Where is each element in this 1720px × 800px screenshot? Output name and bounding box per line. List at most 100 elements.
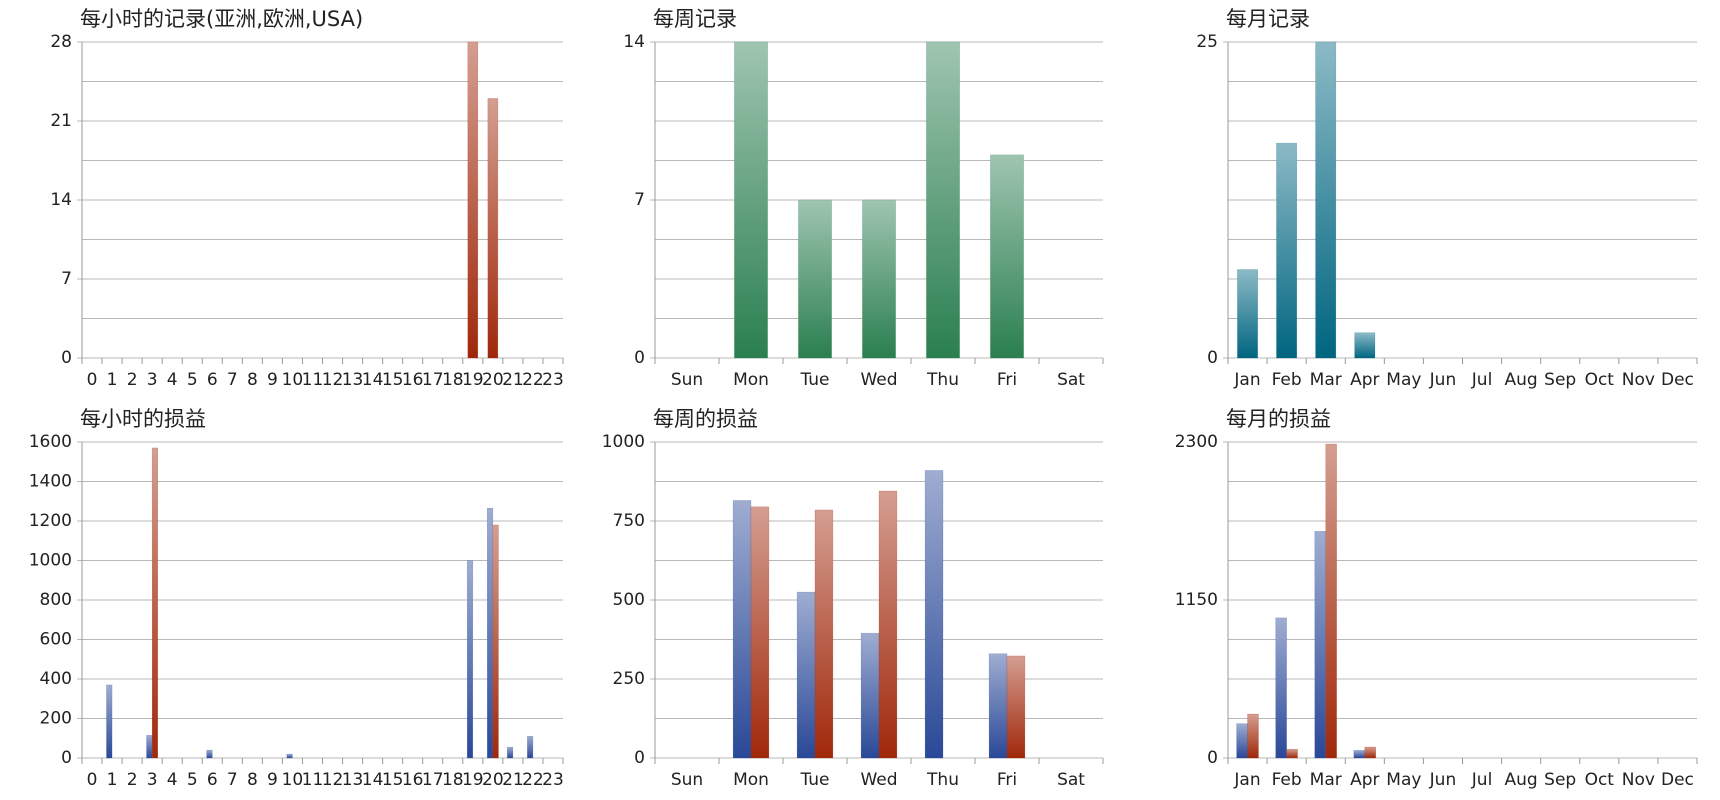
bar bbox=[146, 735, 153, 759]
bar bbox=[988, 653, 1008, 759]
bar bbox=[1236, 723, 1248, 759]
bar bbox=[1275, 617, 1287, 759]
y-tick-label: 0 bbox=[1207, 748, 1218, 768]
x-tick-label: Wed bbox=[860, 770, 897, 790]
x-tick-label: 0 bbox=[87, 370, 98, 390]
y-tick-label: 14 bbox=[50, 190, 72, 210]
chart-panel: 每月的损益 0 1150 2300 Jan Feb Mar Apr May Jun Jul Aug Se… bbox=[1175, 407, 1698, 790]
x-tick-label: 11 bbox=[302, 770, 324, 790]
bar bbox=[1314, 531, 1326, 759]
x-tick-label: Mon bbox=[733, 770, 769, 790]
y-tick-label: 750 bbox=[613, 511, 645, 531]
y-tick-label: 1600 bbox=[29, 432, 72, 452]
bar bbox=[1325, 443, 1337, 759]
y-tick-label: 28 bbox=[50, 32, 72, 52]
x-tick-label: Feb bbox=[1272, 370, 1302, 390]
x-tick-label: 0 bbox=[87, 770, 98, 790]
x-tick-label: 8 bbox=[247, 370, 258, 390]
bar bbox=[796, 591, 816, 759]
x-tick-label: 17 bbox=[422, 770, 444, 790]
x-tick-label: 13 bbox=[342, 370, 364, 390]
x-tick-label: 19 bbox=[462, 370, 484, 390]
bar bbox=[527, 736, 534, 759]
x-tick-label: Thu bbox=[926, 770, 959, 790]
bar bbox=[814, 509, 834, 759]
x-tick-label: May bbox=[1386, 770, 1421, 790]
x-tick-label: 6 bbox=[207, 770, 218, 790]
x-tick-label: 21 bbox=[502, 370, 524, 390]
x-tick-label: 7 bbox=[227, 370, 238, 390]
bar bbox=[486, 507, 494, 759]
chart-title: 每小时的损益 bbox=[80, 407, 206, 431]
x-tick-label: Sat bbox=[1057, 770, 1085, 790]
x-tick-label: 10 bbox=[282, 370, 304, 390]
y-tick-label: 1200 bbox=[29, 511, 72, 531]
y-tick-label: 1000 bbox=[602, 432, 645, 452]
y-tick-label: 7 bbox=[634, 190, 645, 210]
x-tick-label: Dec bbox=[1661, 770, 1694, 790]
x-tick-label: Jun bbox=[1429, 770, 1457, 790]
bar bbox=[1247, 713, 1259, 759]
x-tick-label: 18 bbox=[442, 370, 464, 390]
x-tick-label: Thu bbox=[926, 370, 959, 390]
x-tick-label: 3 bbox=[147, 370, 158, 390]
bar bbox=[798, 199, 832, 359]
x-tick-label: 19 bbox=[462, 770, 484, 790]
y-tick-label: 2300 bbox=[1175, 432, 1218, 452]
chart-title: 每小时的记录(亚洲,欧洲,USA) bbox=[80, 7, 363, 31]
x-tick-label: Jul bbox=[1471, 370, 1493, 390]
x-tick-label: 20 bbox=[482, 370, 504, 390]
x-tick-label: Sep bbox=[1544, 370, 1576, 390]
x-tick-label: 22 bbox=[522, 770, 544, 790]
bar bbox=[926, 41, 960, 359]
x-tick-label: Apr bbox=[1350, 370, 1379, 390]
x-tick-label: 23 bbox=[542, 770, 564, 790]
x-tick-label: Fri bbox=[997, 370, 1017, 390]
bar bbox=[492, 524, 499, 759]
y-tick-label: 1150 bbox=[1175, 590, 1218, 610]
x-tick-label: Aug bbox=[1505, 770, 1538, 790]
x-tick-label: Wed bbox=[860, 370, 897, 390]
x-tick-label: Fri bbox=[997, 770, 1017, 790]
bar bbox=[487, 98, 499, 359]
bar bbox=[1276, 142, 1298, 359]
x-tick-label: Dec bbox=[1661, 370, 1694, 390]
y-tick-label: 0 bbox=[634, 348, 645, 368]
bar bbox=[106, 684, 113, 759]
chart-panel: 每周记录 0 7 14 Sun Mon Tue Wed Thu Fri Sat bbox=[623, 7, 1104, 390]
x-tick-label: 3 bbox=[147, 770, 158, 790]
bar bbox=[750, 506, 770, 759]
x-tick-label: 11 bbox=[302, 370, 324, 390]
bar bbox=[732, 500, 752, 759]
chart-panel: 每月记录 0 25 Jan Feb Mar Apr May Jun Jul Aug Sep Oct Nov… bbox=[1196, 7, 1698, 390]
x-tick-label: 7 bbox=[227, 770, 238, 790]
x-tick-label: Apr bbox=[1350, 770, 1379, 790]
x-tick-label: 14 bbox=[362, 770, 384, 790]
x-tick-label: 16 bbox=[402, 370, 424, 390]
x-tick-label: 6 bbox=[207, 370, 218, 390]
x-tick-label: 15 bbox=[382, 370, 404, 390]
x-tick-label: Mon bbox=[733, 370, 769, 390]
bar bbox=[924, 470, 944, 759]
x-tick-label: Jul bbox=[1471, 770, 1493, 790]
x-tick-label: Feb bbox=[1272, 770, 1302, 790]
bar bbox=[466, 560, 474, 759]
y-tick-label: 1400 bbox=[29, 472, 72, 492]
x-tick-label: Sun bbox=[671, 370, 703, 390]
x-tick-label: 1 bbox=[107, 370, 118, 390]
x-tick-label: Oct bbox=[1585, 370, 1615, 390]
x-tick-label: Tue bbox=[799, 770, 829, 790]
bar bbox=[878, 490, 898, 759]
chart-title: 每月的损益 bbox=[1226, 407, 1331, 431]
y-tick-label: 800 bbox=[40, 590, 72, 610]
x-tick-label: 1 bbox=[107, 770, 118, 790]
bar bbox=[1286, 748, 1298, 759]
y-tick-label: 14 bbox=[623, 32, 645, 52]
bar bbox=[734, 41, 768, 359]
bar bbox=[1353, 750, 1366, 759]
y-tick-label: 0 bbox=[634, 748, 645, 768]
bar bbox=[286, 753, 293, 759]
